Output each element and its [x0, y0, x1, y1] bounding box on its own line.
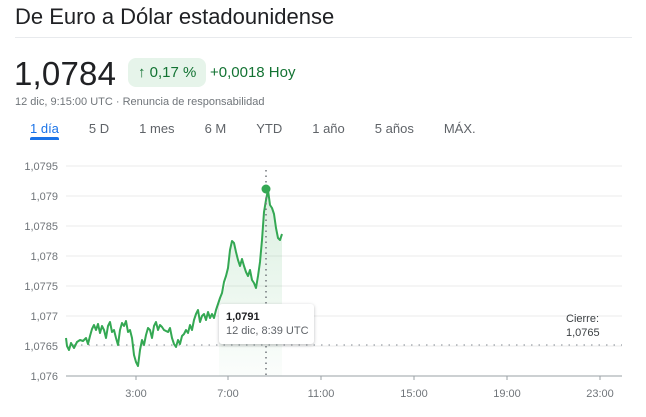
price-line: [65, 189, 283, 367]
close-label: Cierre:: [566, 313, 600, 325]
svg-text:1,0785: 1,0785: [24, 221, 58, 233]
x-axis-ticks: [135, 376, 601, 380]
tab-6-months[interactable]: 6 M: [204, 121, 227, 136]
x-axis-labels: 3:00 7:00 11:00 15:00 19:00 23:00: [125, 388, 613, 400]
svg-text:1,0765: 1,0765: [24, 341, 58, 353]
page-title: De Euro a Dólar estadounidense: [15, 4, 335, 29]
svg-text:15:00: 15:00: [400, 388, 428, 400]
tab-1-year[interactable]: 1 año: [312, 121, 345, 136]
tab-5-days[interactable]: 5 D: [88, 121, 110, 136]
tooltip-value: 1,0791: [226, 311, 260, 323]
svg-text:1,0775: 1,0775: [24, 281, 58, 293]
gridlines: [66, 165, 622, 347]
svg-text:11:00: 11:00: [308, 388, 335, 400]
divider: [15, 37, 632, 38]
hover-point: [261, 184, 271, 194]
arrow-up-icon: ↑: [138, 64, 146, 81]
tab-max[interactable]: MÁX.: [443, 121, 476, 136]
hover-fill-area: [219, 190, 282, 376]
svg-text:7:00: 7:00: [217, 388, 238, 400]
svg-text:1,076: 1,076: [30, 371, 58, 383]
price-chart[interactable]: 1,0795 1,079 1,0785 1,078 1,0775 1,077 1…: [0, 150, 646, 417]
svg-text:23:00: 23:00: [586, 388, 614, 400]
tab-5-years[interactable]: 5 años: [374, 121, 414, 136]
change-percent: 0,17 %: [149, 64, 197, 81]
change-absolute: +0,0018 Hoy: [210, 64, 296, 81]
tab-ytd[interactable]: YTD: [256, 121, 283, 136]
tooltip-time: 12 dic, 8:39 UTC: [226, 325, 309, 337]
range-tabs: 1 día 5 D 1 mes 6 M YTD 1 año 5 años MÁX…: [15, 120, 491, 146]
svg-text:1,0795: 1,0795: [24, 161, 58, 173]
close-value: 1,0765: [566, 327, 600, 339]
svg-text:3:00: 3:00: [125, 388, 146, 400]
svg-text:1,079: 1,079: [30, 191, 58, 203]
tab-1-day[interactable]: 1 día: [15, 120, 74, 144]
timestamp-disclaimer[interactable]: 12 dic, 9:15:00 UTC · Renuncia de respon…: [15, 96, 265, 108]
svg-text:1,078: 1,078: [30, 251, 58, 263]
tab-1-month[interactable]: 1 mes: [139, 121, 175, 136]
svg-text:1,077: 1,077: [30, 311, 58, 323]
current-price: 1,0784: [14, 55, 117, 92]
svg-text:19:00: 19:00: [493, 388, 521, 400]
previous-close-label: Cierre: 1,0765: [566, 312, 600, 340]
change-percent-badge: ↑ 0,17 %: [128, 58, 207, 87]
y-axis-labels: 1,0795 1,079 1,0785 1,078 1,0775 1,077 1…: [24, 161, 58, 383]
hover-tooltip: 1,0791 12 dic, 8:39 UTC: [219, 304, 314, 344]
